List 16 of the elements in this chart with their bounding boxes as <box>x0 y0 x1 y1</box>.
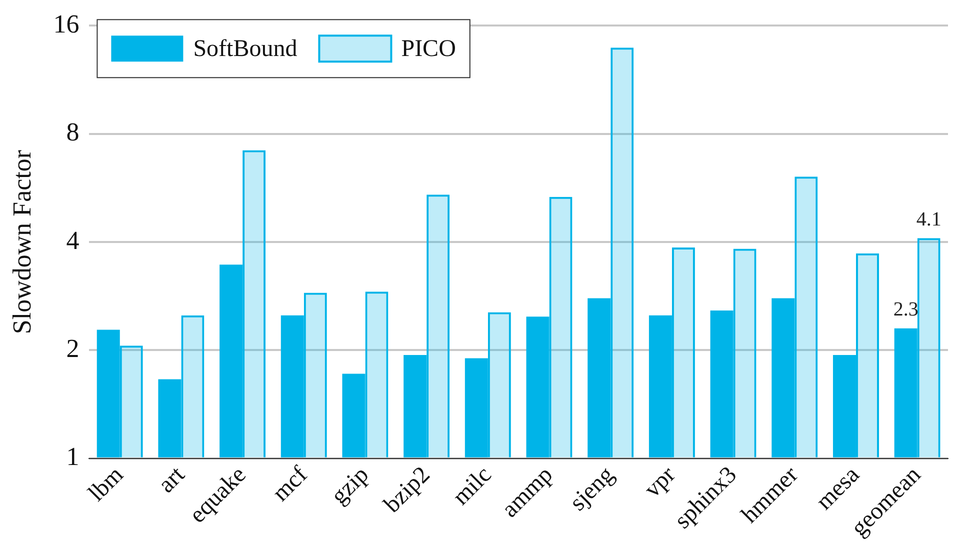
y-axis-title: Slowdown Factor <box>7 150 36 334</box>
data-label: 4.1 <box>916 208 942 230</box>
y-tick-label: 1 <box>66 442 80 472</box>
y-tick-label: 16 <box>53 9 80 38</box>
y-tick-label: 4 <box>66 226 80 255</box>
x-tick-label: mcf <box>268 462 313 507</box>
data-label: 2.3 <box>893 298 918 321</box>
legend-label: PICO <box>401 36 456 62</box>
y-tick-label: 2 <box>66 334 80 364</box>
x-tick-label: gzip <box>326 462 374 510</box>
x-tick-label: milc <box>448 462 497 510</box>
x-tick-label: lbm <box>84 462 129 507</box>
y-tick-label: 8 <box>66 118 80 147</box>
legend-label: SoftBound <box>193 36 298 62</box>
x-tick-label: vpr <box>640 462 681 503</box>
x-tick-label: art <box>154 462 190 498</box>
